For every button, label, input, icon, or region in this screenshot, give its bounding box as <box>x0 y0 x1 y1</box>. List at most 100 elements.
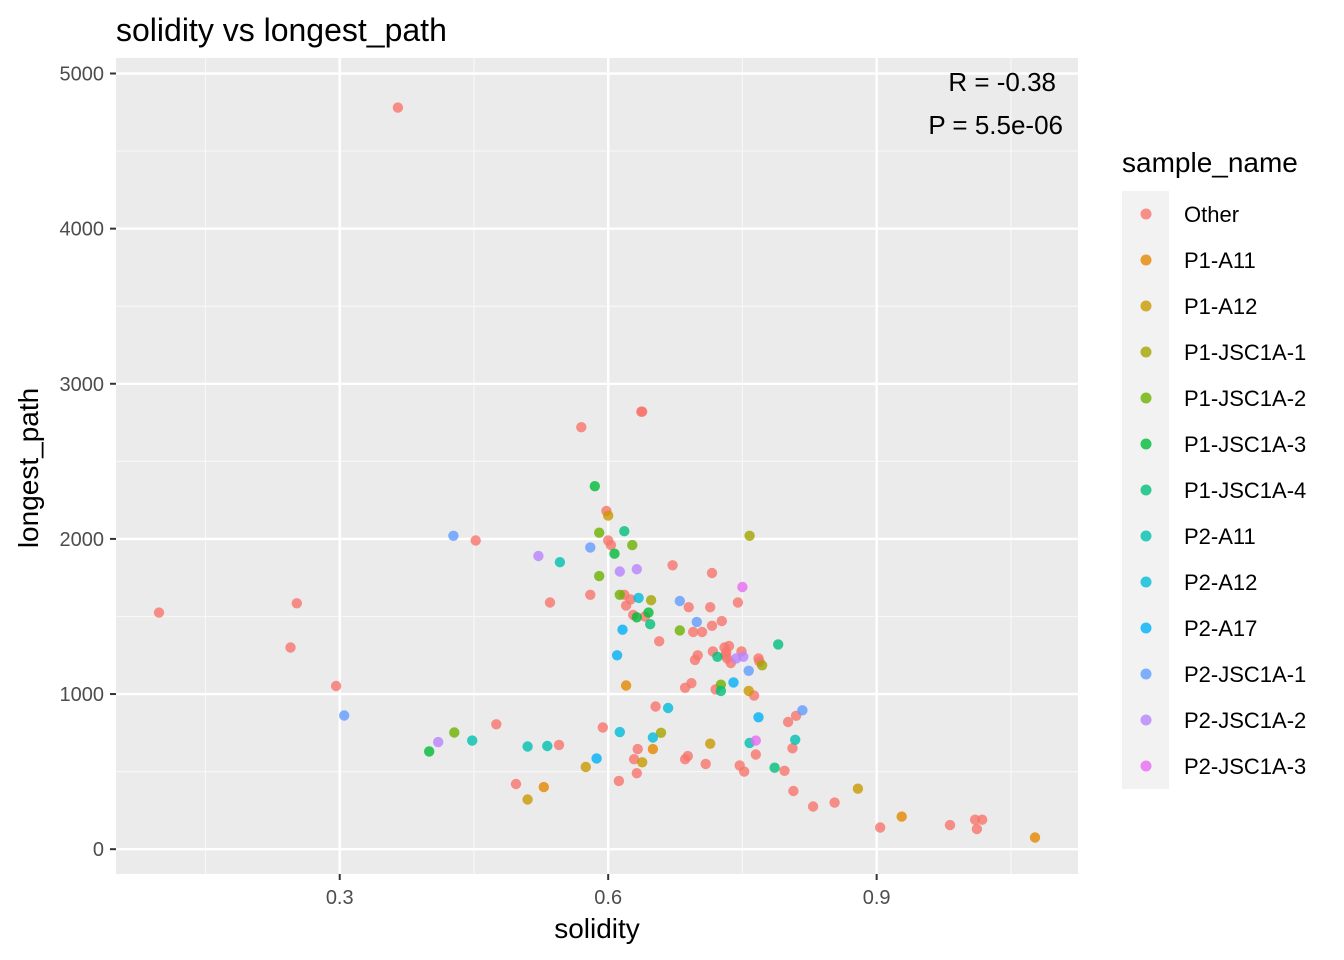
point-Other <box>692 650 703 661</box>
point-P1-JSC1A-1 <box>756 660 768 671</box>
point-Other <box>491 719 502 730</box>
point-Other <box>787 743 798 754</box>
point-P1-JSC1A-2 <box>594 527 605 538</box>
point-P1-JSC1A-4 <box>773 639 784 650</box>
point-Other <box>750 749 761 760</box>
point-Other <box>291 598 302 609</box>
point-P2-A11 <box>790 734 801 745</box>
point-Other <box>628 754 640 765</box>
legend-key-P1-JSC1A-1 <box>1140 346 1152 358</box>
x-axis: 0.3 0.6 0.9 <box>326 874 891 909</box>
point-P1-JSC1A-3 <box>643 607 654 618</box>
legend-key-Other <box>1140 208 1152 220</box>
point-P2-JSC1A-1 <box>797 705 808 716</box>
point-P1-A11 <box>538 781 549 793</box>
point-P1-A12 <box>603 510 614 521</box>
legend-label: P1-A12 <box>1184 294 1257 319</box>
point-Other <box>330 680 342 692</box>
point-P1-A11 <box>620 680 632 691</box>
point-P1-JSC1A-4 <box>715 685 727 697</box>
point-Other <box>631 768 642 779</box>
point-P1-JSC1A-2 <box>449 727 460 738</box>
point-P1-JSC1A-2 <box>674 625 685 636</box>
y-tick-label: 0 <box>93 839 104 861</box>
point-P2-A12 <box>662 702 674 714</box>
point-P1-A12 <box>522 794 533 805</box>
point-P1-JSC1A-4 <box>769 762 780 773</box>
legend: Other P1-A11 P1-A12 P1-JSC1A-1 P1-JSC1A-2 P1-… <box>1140 202 1306 779</box>
point-P2-JSC1A-1 <box>339 710 350 721</box>
point-P2-JSC1A-2 <box>433 736 444 748</box>
point-Other <box>625 594 636 605</box>
legend-label: P2-A17 <box>1184 616 1257 641</box>
point-Other <box>944 819 956 831</box>
correlation-r: R = -0.38 <box>948 67 1056 97</box>
point-P2-A17 <box>611 650 623 661</box>
point-Other <box>705 602 716 613</box>
point-Other <box>392 102 404 113</box>
point-P2-JSC1A-1 <box>691 616 702 628</box>
point-P2-JSC1A-3 <box>750 735 761 746</box>
point-Other <box>613 775 625 787</box>
legend-label: P1-JSC1A-1 <box>1184 340 1306 365</box>
point-P2-JSC1A-2 <box>631 564 642 575</box>
point-P1-JSC1A-3 <box>424 746 435 757</box>
legend-key-P2-JSC1A-2 <box>1140 714 1152 726</box>
point-Other <box>597 722 608 733</box>
point-P1-JSC1A-2 <box>594 570 605 582</box>
point-Other <box>510 778 522 790</box>
legend-key-P1-A12 <box>1140 300 1152 312</box>
point-P2-A12 <box>633 592 644 604</box>
legend-label: P2-JSC1A-3 <box>1184 754 1306 779</box>
legend-key-P1-JSC1A-2 <box>1140 392 1152 404</box>
point-Other <box>470 535 481 546</box>
point-P1-A12 <box>852 783 864 794</box>
point-P1-A12 <box>637 757 648 768</box>
legend-key-P2-JSC1A-3 <box>1140 760 1152 772</box>
point-P2-A11 <box>467 735 478 746</box>
point-Other <box>153 607 165 618</box>
x-tick-label: 0.3 <box>326 887 354 909</box>
point-P2-JSC1A-2 <box>533 550 544 562</box>
x-axis-title: solidity <box>554 913 640 944</box>
point-P1-JSC1A-2 <box>614 589 625 600</box>
point-P2-JSC1A-1 <box>585 542 596 553</box>
y-tick-label: 4000 <box>60 219 105 241</box>
point-Other <box>576 422 587 433</box>
y-axis-title: longest_path <box>13 388 44 548</box>
legend-key-P2-A17 <box>1140 622 1152 634</box>
major-gridlines <box>116 58 1078 874</box>
point-Other <box>875 822 886 833</box>
y-axis: 0 1000 2000 3000 4000 5000 <box>60 64 116 861</box>
correlation-p: P = 5.5e-06 <box>928 110 1063 140</box>
point-Other <box>632 743 643 755</box>
point-Other <box>700 758 711 770</box>
x-tick-label: 0.6 <box>594 887 622 909</box>
legend-key-P1-JSC1A-4 <box>1140 484 1152 496</box>
point-Other <box>544 597 556 608</box>
point-P2-JSC1A-1 <box>743 665 754 676</box>
point-P2-A17 <box>591 753 602 764</box>
data-points <box>153 102 1041 843</box>
legend-key-P2-A11 <box>1140 530 1152 542</box>
point-Other <box>696 626 708 638</box>
point-Other <box>682 750 693 762</box>
point-Other <box>807 801 819 812</box>
legend-label: P2-JSC1A-1 <box>1184 662 1306 687</box>
point-P1-JSC1A-1 <box>655 727 667 738</box>
legend-title: sample_name <box>1122 147 1298 178</box>
minor-gridlines <box>116 58 1078 874</box>
legend-label: P2-A12 <box>1184 570 1257 595</box>
point-P1-JSC1A-4 <box>619 526 630 537</box>
point-Other <box>706 567 718 579</box>
y-tick-label: 5000 <box>60 64 105 86</box>
point-P2-JSC1A-2 <box>614 566 625 577</box>
point-P1-A11 <box>896 811 907 822</box>
point-P1-JSC1A-3 <box>631 612 642 623</box>
point-P1-JSC1A-4 <box>712 651 723 662</box>
point-Other <box>688 626 699 638</box>
point-Other <box>732 597 744 608</box>
y-tick-label: 1000 <box>60 684 105 706</box>
point-Other <box>605 539 617 551</box>
plot-panel <box>116 58 1078 874</box>
